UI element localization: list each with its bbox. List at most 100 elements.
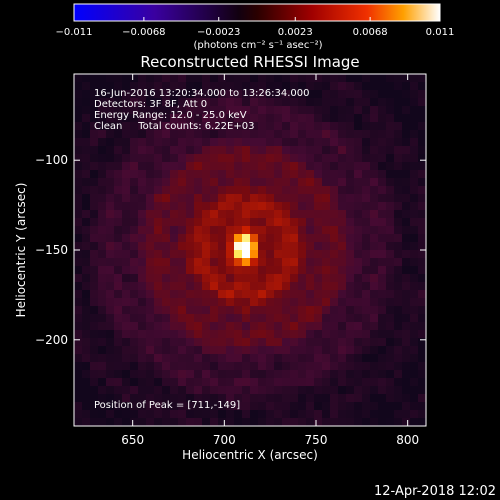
- heatmap-cell: [202, 130, 210, 138]
- heatmap-cell: [154, 98, 162, 106]
- heatmap-cell: [82, 362, 90, 370]
- heatmap-cell: [298, 226, 306, 234]
- heatmap-cell: [266, 306, 274, 314]
- heatmap-cell: [402, 226, 410, 234]
- heatmap-cell: [194, 170, 202, 178]
- heatmap-cell: [258, 250, 266, 258]
- heatmap-cell: [242, 378, 250, 386]
- heatmap-cell: [338, 90, 346, 98]
- heatmap-cell: [162, 122, 170, 130]
- heatmap-cell: [314, 322, 322, 330]
- heatmap-cell: [210, 82, 218, 90]
- heatmap-cell: [106, 322, 114, 330]
- heatmap-cell: [114, 410, 122, 418]
- heatmap-cell: [314, 266, 322, 274]
- heatmap-cell: [122, 266, 130, 274]
- heatmap-cell: [234, 354, 242, 362]
- heatmap-cell: [162, 242, 170, 250]
- heatmap-cell: [162, 130, 170, 138]
- heatmap-cell: [146, 234, 154, 242]
- heatmap-cell: [354, 106, 362, 114]
- heatmap-cell: [330, 74, 338, 82]
- heatmap-cell: [194, 298, 202, 306]
- heatmap-cell: [378, 410, 386, 418]
- heatmap-cell: [298, 354, 306, 362]
- heatmap-cell: [418, 394, 426, 402]
- heatmap-cell: [282, 194, 290, 202]
- heatmap-cell: [186, 330, 194, 338]
- heatmap-cell: [354, 170, 362, 178]
- heatmap-cell: [202, 146, 210, 154]
- heatmap-cell: [306, 122, 314, 130]
- heatmap-cell: [218, 418, 226, 426]
- heatmap-cell: [202, 266, 210, 274]
- heatmap-cell: [338, 154, 346, 162]
- heatmap-cell: [370, 298, 378, 306]
- heatmap-cell: [370, 370, 378, 378]
- heatmap-cell: [282, 298, 290, 306]
- heatmap-cell: [386, 378, 394, 386]
- heatmap-cell: [202, 242, 210, 250]
- heatmap-cell: [282, 314, 290, 322]
- heatmap-cell: [410, 162, 418, 170]
- heatmap-cell: [178, 90, 186, 98]
- heatmap-cell: [274, 298, 282, 306]
- heatmap-cell: [138, 338, 146, 346]
- heatmap-cell: [394, 130, 402, 138]
- heatmap-cell: [394, 122, 402, 130]
- heatmap-cell: [338, 74, 346, 82]
- heatmap-cell: [322, 370, 330, 378]
- heatmap-cell: [338, 306, 346, 314]
- heatmap-cell: [354, 402, 362, 410]
- heatmap-cell: [330, 330, 338, 338]
- heatmap-cell: [258, 74, 266, 82]
- heatmap-cell: [186, 338, 194, 346]
- heatmap-cell: [170, 330, 178, 338]
- heatmap-cell: [138, 226, 146, 234]
- heatmap-cell: [234, 338, 242, 346]
- heatmap-cell: [226, 194, 234, 202]
- heatmap-cell: [194, 154, 202, 162]
- heatmap-cell: [394, 194, 402, 202]
- heatmap-cell: [138, 106, 146, 114]
- heatmap-cell: [138, 186, 146, 194]
- heatmap-cell: [410, 98, 418, 106]
- heatmap-cell: [122, 290, 130, 298]
- heatmap-cell: [354, 242, 362, 250]
- heatmap-cell: [218, 202, 226, 210]
- heatmap-cell: [394, 106, 402, 114]
- heatmap-cell: [274, 322, 282, 330]
- heatmap-cell: [82, 138, 90, 146]
- heatmap-cell: [234, 410, 242, 418]
- heatmap-cell: [250, 298, 258, 306]
- heatmap-cell: [282, 130, 290, 138]
- heatmap-cell: [250, 194, 258, 202]
- heatmap-cell: [98, 194, 106, 202]
- heatmap-cell: [154, 410, 162, 418]
- heatmap-cell: [346, 202, 354, 210]
- heatmap-cell: [394, 378, 402, 386]
- heatmap-cell: [226, 82, 234, 90]
- heatmap-cell: [298, 138, 306, 146]
- heatmap-cell: [354, 98, 362, 106]
- heatmap-cell: [114, 330, 122, 338]
- heatmap-cell: [138, 282, 146, 290]
- heatmap-cell: [138, 266, 146, 274]
- heatmap-cell: [218, 90, 226, 98]
- heatmap-cell: [226, 394, 234, 402]
- heatmap-cell: [394, 394, 402, 402]
- heatmap-cell: [82, 346, 90, 354]
- heatmap-cell: [210, 218, 218, 226]
- heatmap-cell: [322, 338, 330, 346]
- heatmap-cell: [306, 250, 314, 258]
- heatmap-cell: [338, 258, 346, 266]
- heatmap-cell: [234, 162, 242, 170]
- heatmap-cell: [74, 282, 82, 290]
- heatmap-cell: [90, 202, 98, 210]
- heatmap-cell: [170, 354, 178, 362]
- heatmap-cell: [322, 90, 330, 98]
- heatmap-cell: [194, 178, 202, 186]
- heatmap-cell: [402, 346, 410, 354]
- heatmap-cell: [226, 154, 234, 162]
- heatmap-cell: [322, 146, 330, 154]
